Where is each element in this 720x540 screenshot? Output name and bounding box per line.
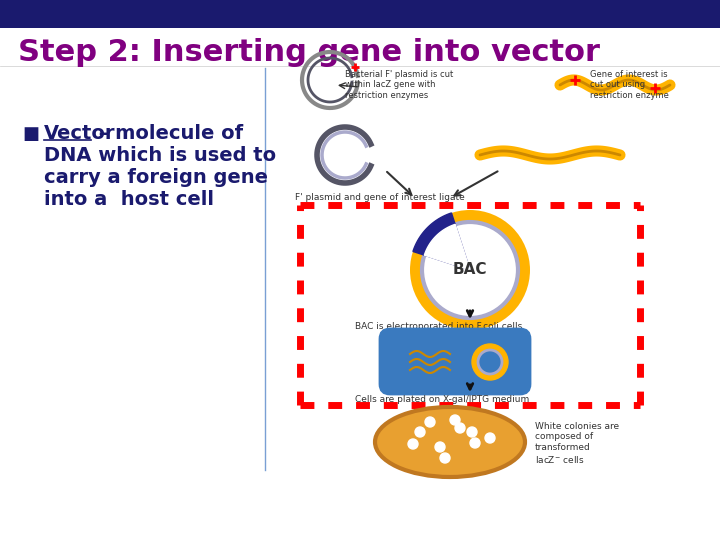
Circle shape bbox=[410, 210, 530, 330]
Circle shape bbox=[472, 344, 508, 380]
Circle shape bbox=[408, 439, 418, 449]
Text: Vector: Vector bbox=[44, 124, 115, 143]
Text: into a  host cell: into a host cell bbox=[44, 190, 214, 209]
FancyBboxPatch shape bbox=[380, 329, 530, 394]
Polygon shape bbox=[413, 213, 470, 270]
Ellipse shape bbox=[375, 407, 525, 477]
Circle shape bbox=[422, 222, 518, 318]
Circle shape bbox=[450, 415, 460, 425]
Circle shape bbox=[455, 423, 465, 433]
Circle shape bbox=[467, 427, 477, 437]
Text: carry a foreign gene: carry a foreign gene bbox=[44, 168, 268, 187]
Circle shape bbox=[425, 417, 435, 427]
Text: White colonies are
composed of
transformed
lacZ$^{-}$ cells: White colonies are composed of transform… bbox=[535, 422, 619, 464]
Text: F' plasmid and gene of interest ligate: F' plasmid and gene of interest ligate bbox=[295, 193, 464, 202]
Text: Step 2: Inserting gene into vector: Step 2: Inserting gene into vector bbox=[18, 38, 600, 67]
Text: BAC: BAC bbox=[453, 262, 487, 278]
Text: – molecule of: – molecule of bbox=[92, 124, 243, 143]
Circle shape bbox=[478, 350, 502, 374]
Text: ■: ■ bbox=[22, 125, 39, 143]
Polygon shape bbox=[424, 224, 470, 270]
Circle shape bbox=[415, 427, 425, 437]
Text: Cells are plated on X-gal/IPTG medium: Cells are plated on X-gal/IPTG medium bbox=[355, 395, 529, 404]
Circle shape bbox=[435, 442, 445, 452]
Circle shape bbox=[485, 433, 495, 443]
Text: Gene of interest is
cut out using
restriction enzyme: Gene of interest is cut out using restri… bbox=[590, 70, 669, 100]
Text: Bacterial F' plasmid is cut
within lacZ gene with
restriction enzymes: Bacterial F' plasmid is cut within lacZ … bbox=[345, 70, 454, 100]
Circle shape bbox=[440, 453, 450, 463]
Circle shape bbox=[470, 438, 480, 448]
Bar bbox=[0, 0, 720, 28]
Text: BAC is electroporated into F.coli cells: BAC is electroporated into F.coli cells bbox=[355, 322, 522, 331]
Text: DNA which is used to: DNA which is used to bbox=[44, 146, 276, 165]
